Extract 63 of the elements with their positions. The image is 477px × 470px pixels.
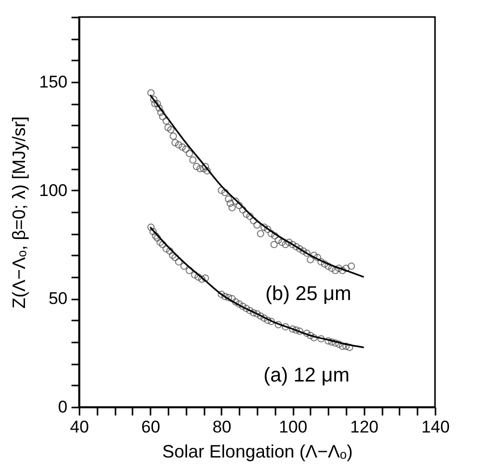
point (246, 306, 254, 314)
point (147, 224, 155, 231)
x-tick-label: 120 (350, 418, 378, 436)
x-axis-title: Solar Elongation (Λ−Λₒ) (162, 442, 353, 462)
point (171, 254, 179, 262)
point (303, 330, 310, 337)
y-tick-label: 50 (48, 289, 68, 308)
point (191, 271, 198, 278)
point (342, 342, 350, 350)
point (228, 295, 236, 302)
x-tick-label: 100 (278, 418, 308, 436)
y-axis-title: Z(Λ−Λₒ, β=0; λ) [MJy/sr] (9, 116, 30, 309)
point (168, 252, 176, 259)
point (159, 240, 166, 248)
point (242, 304, 250, 312)
point (198, 276, 206, 283)
point (296, 328, 304, 335)
point (274, 321, 282, 328)
point (335, 340, 343, 348)
point (180, 262, 188, 270)
point (292, 326, 300, 334)
y-tick-label: 0 (58, 398, 68, 416)
point (149, 228, 157, 236)
point (288, 325, 296, 333)
point (221, 292, 229, 300)
point (310, 334, 318, 342)
point (186, 266, 194, 274)
series-label: (a) 12 μm (264, 364, 350, 386)
line-series (149, 226, 365, 348)
point (250, 309, 258, 316)
point (306, 332, 314, 340)
point (324, 337, 332, 345)
series-label: (b) 25 μm (265, 283, 352, 306)
point (239, 302, 246, 310)
point (152, 232, 160, 240)
point (236, 300, 243, 308)
point (332, 339, 339, 347)
point (256, 312, 264, 320)
point (194, 273, 202, 281)
point (202, 274, 210, 282)
x-tick-label: 80 (212, 418, 232, 436)
point (166, 247, 174, 255)
point (338, 342, 346, 350)
x-tick-label: 140 (421, 418, 450, 436)
y-tick-label: 150 (39, 72, 68, 92)
point (154, 234, 161, 242)
point (260, 314, 268, 322)
y-tick-label: 100 (39, 180, 68, 200)
point (162, 245, 170, 252)
point (328, 338, 336, 346)
point (156, 238, 164, 246)
point (232, 298, 240, 306)
point (317, 335, 325, 342)
point (175, 258, 182, 266)
point (282, 323, 290, 330)
point (264, 316, 272, 324)
point (218, 290, 226, 298)
point (346, 344, 354, 352)
point (224, 294, 232, 302)
point (268, 318, 275, 326)
x-tick-label: 40 (70, 418, 89, 436)
x-tick-label: 60 (141, 418, 160, 436)
point (253, 310, 261, 318)
